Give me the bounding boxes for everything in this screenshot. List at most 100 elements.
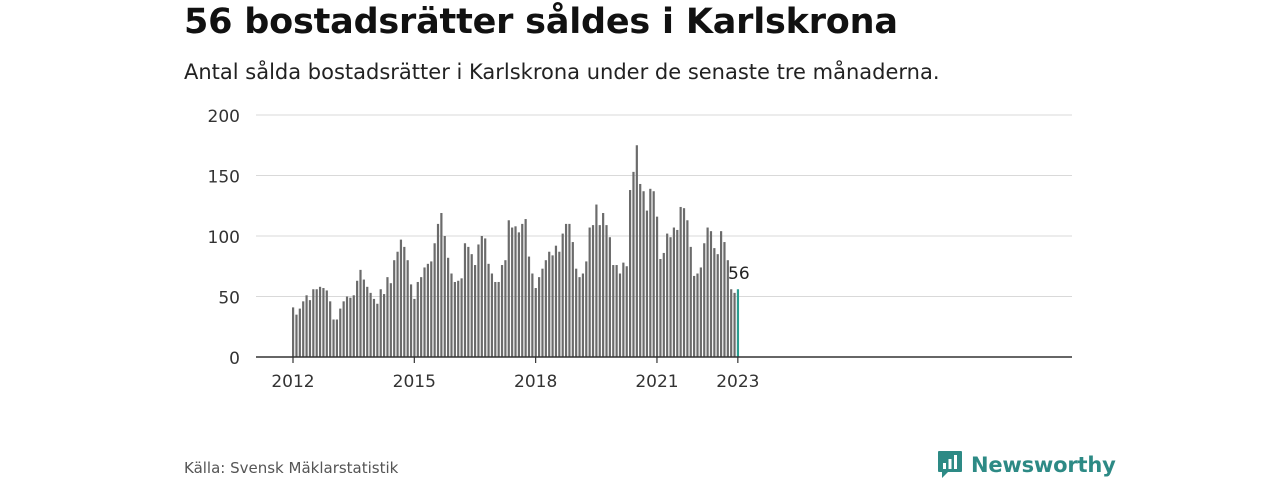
- bar: [686, 220, 689, 357]
- y-tick-label: 100: [208, 228, 240, 248]
- bar: [676, 229, 679, 357]
- bar: [713, 248, 716, 357]
- bar: [578, 277, 581, 357]
- bar: [645, 210, 649, 357]
- newsworthy-logo-icon: [938, 451, 962, 478]
- bar: [662, 252, 665, 357]
- bar: [376, 303, 379, 357]
- bar: [733, 292, 736, 357]
- bar: [312, 289, 315, 357]
- bar: [352, 295, 355, 357]
- bar: [500, 265, 504, 357]
- bar: [436, 223, 440, 357]
- bar: [615, 265, 618, 357]
- bar: [372, 298, 376, 357]
- bar: [548, 251, 551, 357]
- bar: [507, 220, 510, 357]
- bar: [521, 223, 524, 357]
- bar: [723, 242, 726, 357]
- bar: [396, 251, 399, 357]
- bar: [639, 183, 642, 357]
- x-tick-label: 2023: [716, 372, 759, 392]
- bar: [703, 243, 706, 357]
- bar: [426, 263, 429, 357]
- bar: [514, 226, 517, 357]
- bar: [544, 260, 547, 357]
- bar: [423, 267, 426, 357]
- bar: [356, 280, 359, 357]
- bar: [716, 254, 719, 357]
- bar: [575, 268, 578, 357]
- bar: [318, 286, 322, 357]
- bar: [477, 244, 480, 357]
- bar: [443, 236, 446, 357]
- x-tick-label: 2015: [393, 372, 436, 392]
- bar: [730, 289, 733, 357]
- bar: [345, 296, 349, 357]
- bar: [659, 258, 662, 357]
- bar: [430, 261, 433, 357]
- bar: [541, 268, 544, 357]
- x-tick-label: 2012: [271, 372, 314, 392]
- bar: [362, 279, 365, 357]
- x-tick-label: 2021: [635, 372, 678, 392]
- bar: [726, 260, 729, 357]
- bar: [490, 273, 494, 357]
- bar: [504, 260, 507, 357]
- bar: [693, 275, 696, 357]
- brand-name: Newsworthy: [971, 453, 1116, 477]
- bar: [531, 273, 534, 357]
- bar: [605, 225, 608, 357]
- label-layer: 0 50 100 150 200 2012 2015 2018 2021 2023 56: [208, 107, 760, 392]
- bar: [538, 277, 541, 357]
- bar: [642, 191, 645, 357]
- bar: [719, 231, 723, 357]
- bar: [612, 265, 615, 357]
- bar: [302, 301, 305, 357]
- bar: [484, 238, 487, 357]
- bar: [399, 239, 403, 357]
- y-tick-label: 50: [218, 289, 240, 309]
- bar: [494, 281, 497, 357]
- bar: [629, 190, 632, 357]
- bar: [447, 257, 450, 357]
- bar: [473, 265, 477, 357]
- bar: [332, 319, 335, 357]
- bar: [382, 294, 386, 357]
- bar: [561, 233, 564, 357]
- bar: [682, 208, 686, 357]
- bar: [295, 314, 298, 357]
- bar: [497, 281, 500, 357]
- bar: [342, 301, 345, 357]
- bar: [305, 295, 308, 357]
- bar-chart: 0 50 100 150 200 2012 2015 2018 2021 2023 56: [208, 107, 1072, 392]
- bar: [420, 277, 423, 357]
- bar: [706, 227, 709, 357]
- source-note: Källa: Svensk Mäklarstatistik: [184, 459, 399, 477]
- bar: [564, 223, 568, 357]
- bar: [517, 232, 520, 357]
- brand-logo[interactable]: Newsworthy: [937, 450, 1116, 480]
- bar: [669, 237, 672, 357]
- x-tick-label: 2018: [514, 372, 557, 392]
- bar: [409, 284, 413, 357]
- bar: [366, 286, 369, 357]
- chart-title: 56 bostadsrätter såldes i Karlskrona: [184, 2, 898, 42]
- bar: [349, 297, 352, 357]
- chart-subtitle: Antal sålda bostadsrätter i Karlskrona u…: [184, 60, 940, 84]
- bar-highlight: [736, 289, 740, 357]
- bar: [511, 227, 514, 357]
- bar: [625, 266, 628, 357]
- bar: [672, 227, 676, 357]
- bar: [598, 225, 601, 357]
- bar: [440, 213, 443, 357]
- bar: [591, 225, 595, 357]
- bar: [467, 246, 470, 357]
- bar: [393, 260, 396, 357]
- bar: [460, 278, 463, 357]
- bar: [622, 262, 625, 357]
- bar: [585, 261, 588, 357]
- bar: [403, 246, 406, 357]
- bar: [527, 256, 531, 357]
- bar: [699, 267, 702, 357]
